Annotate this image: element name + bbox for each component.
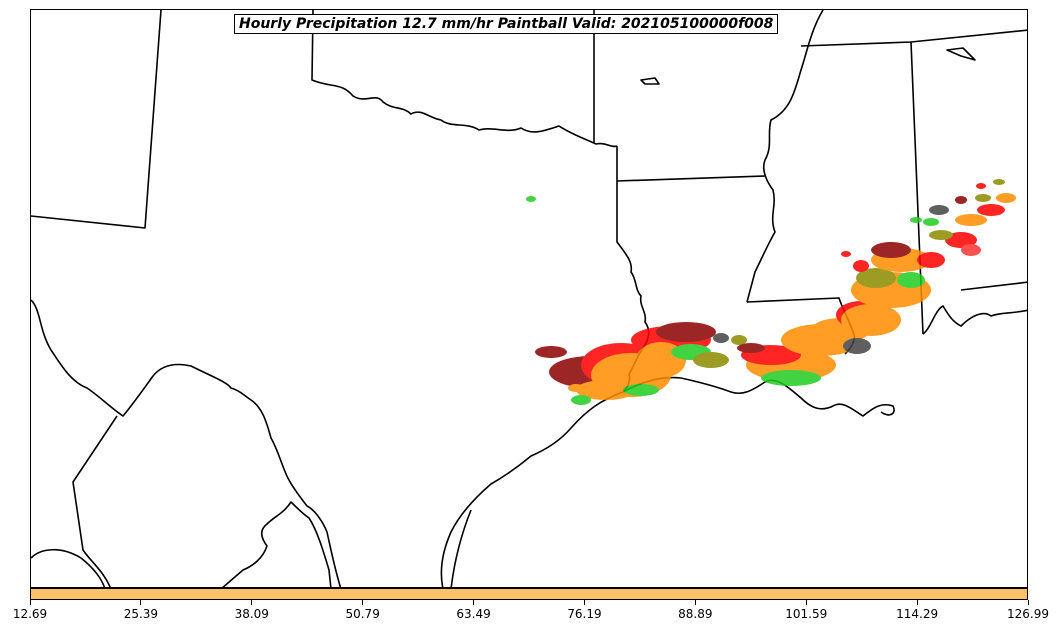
padre-island <box>450 509 472 587</box>
precip-blob <box>923 218 939 226</box>
colorbar-tick-label: 126.99 <box>1007 607 1049 621</box>
precip-blob <box>856 268 896 288</box>
precip-blob <box>535 346 567 358</box>
colorbar-tick <box>473 600 475 605</box>
colorbar-tick-label: 101.59 <box>785 607 828 621</box>
colorbar-tick <box>140 600 142 605</box>
lake-marker <box>640 77 660 85</box>
colorbar-tick-label: 38.09 <box>234 607 269 621</box>
gulf-coast-la <box>622 376 895 417</box>
map-title: Hourly Precipitation 12.7 mm/hr Paintbal… <box>234 14 779 34</box>
colorbar-tick <box>29 600 31 605</box>
precip-blob <box>955 196 967 204</box>
precip-blob <box>853 260 869 272</box>
precip-blob <box>656 322 716 342</box>
precip-blob <box>929 230 953 240</box>
precip-blob <box>929 205 949 215</box>
border-mex-state-3 <box>222 501 332 587</box>
precip-blob <box>996 193 1016 203</box>
state-borders <box>31 10 1027 587</box>
precip-blob <box>961 244 981 256</box>
precip-blob <box>713 333 729 343</box>
precip-blob <box>526 196 536 202</box>
colorbar-tick-label: 88.89 <box>678 607 713 621</box>
precip-blob <box>976 183 986 189</box>
colorbar <box>30 588 1028 600</box>
precip-blob <box>993 179 1005 185</box>
colorbar-tick <box>916 600 918 605</box>
precip-blob <box>761 370 821 386</box>
colorbar-tick-label: 50.79 <box>345 607 380 621</box>
colorbar-tick-label: 63.49 <box>456 607 491 621</box>
colorbar-tick <box>805 600 807 605</box>
border-tn-ms-al <box>800 29 1027 47</box>
precip-blob <box>841 251 851 257</box>
border-al-gulf <box>922 305 1027 335</box>
colorbar-tick <box>694 600 696 605</box>
precip-blob <box>737 343 765 353</box>
precip-blob <box>977 204 1005 216</box>
colorbar-tick-label: 12.69 <box>12 607 48 621</box>
border-mississippi-river <box>746 10 824 303</box>
precip-blob <box>945 232 977 248</box>
colorbar-tick-label: 114.29 <box>896 607 939 621</box>
border-mex-state-2 <box>31 548 106 587</box>
map-canvas <box>31 10 1027 587</box>
border-rio-grande <box>31 299 342 587</box>
gulf-coast-tx <box>440 391 624 587</box>
precipitation-paintball <box>526 179 1016 405</box>
map-panel <box>30 9 1028 588</box>
precip-blob <box>571 395 591 405</box>
precip-blob <box>568 384 584 392</box>
border-al-fl <box>960 281 1027 291</box>
colorbar-tick <box>362 600 364 605</box>
precip-blob <box>576 380 636 400</box>
precip-blob <box>623 384 659 396</box>
colorbar-tick <box>1027 600 1029 605</box>
precip-blob <box>955 214 987 226</box>
precip-blob <box>731 335 747 345</box>
border-nm-tx <box>31 10 162 229</box>
border-ar-la <box>616 175 767 182</box>
precip-blob <box>841 304 901 336</box>
colorbar-tick <box>251 600 253 605</box>
precip-blob <box>917 252 945 268</box>
colorbar-tick-label: 25.39 <box>123 607 159 621</box>
precip-blob <box>910 217 922 223</box>
colorbar-tick <box>583 600 585 605</box>
precip-blob <box>975 194 991 202</box>
border-ok-tx-red-river <box>311 10 618 148</box>
precip-blob <box>897 272 925 288</box>
precip-blob <box>871 242 911 258</box>
lake-marker-2 <box>946 47 976 61</box>
colorbar-tick-label: 76.19 <box>567 607 602 621</box>
precip-blob <box>843 338 871 354</box>
precip-blob <box>693 352 729 368</box>
border-mex-state-1 <box>72 415 118 587</box>
